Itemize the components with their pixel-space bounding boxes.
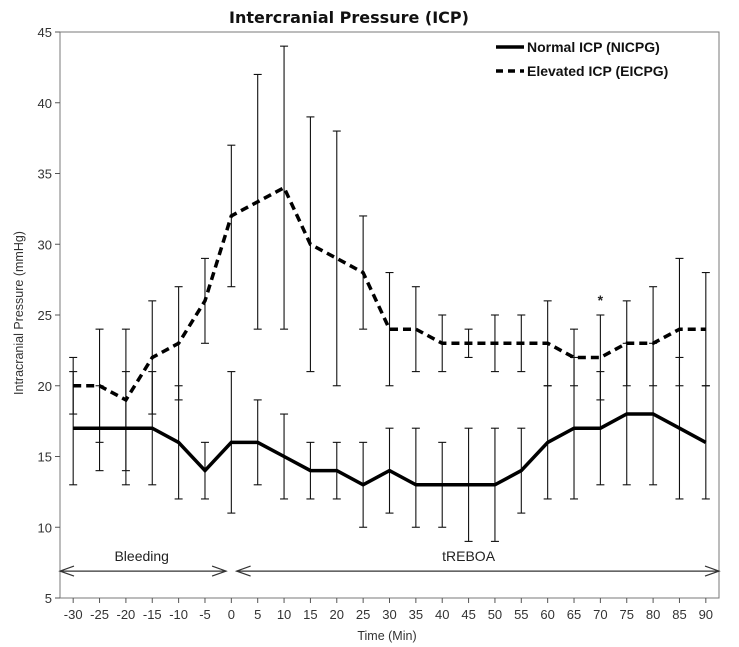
- phase-arrow-head-right: [704, 565, 721, 577]
- x-tick-label: 5: [254, 607, 261, 622]
- phase-arrow-head-left: [234, 565, 251, 577]
- legend-label-elevated: Elevated ICP (EICPG): [527, 63, 668, 79]
- legend: Normal ICP (NICPG) Elevated ICP (EICPG): [496, 39, 668, 79]
- phase-arrow-head-left: [58, 565, 75, 577]
- legend-label-normal: Normal ICP (NICPG): [527, 39, 660, 55]
- y-tick-label: 25: [38, 308, 52, 323]
- error-bar-elevated: [596, 314, 605, 401]
- x-tick-label: 30: [382, 607, 396, 622]
- x-tick-label: 75: [620, 607, 634, 622]
- x-tick-label: 0: [228, 607, 235, 622]
- x-tick-label: 20: [330, 607, 344, 622]
- y-tick-label: 45: [38, 25, 52, 40]
- error-bar-elevated: [570, 328, 579, 387]
- phase-annotations: Bleeding tREBOA: [58, 548, 721, 577]
- series-lines: [73, 185, 707, 487]
- x-tick-label: 15: [303, 607, 317, 622]
- significance-annotations: *: [598, 292, 604, 308]
- x-tick-label: 10: [277, 607, 291, 622]
- x-tick-label: 55: [514, 607, 528, 622]
- x-tick-label: 25: [356, 607, 370, 622]
- phase-arrow-head-right: [211, 565, 228, 577]
- error-bar-elevated: [675, 257, 684, 387]
- error-bar-elevated: [649, 286, 658, 387]
- x-axis: -30 -25 -20 -15 -10 -5 0 5 10 15 20 25 30 35 40 45 50 55 6…: [64, 598, 713, 622]
- error-bar-elevated: [280, 45, 289, 330]
- chart-title: Intercranial Pressure (ICP): [229, 8, 469, 27]
- y-tick-label: 30: [38, 237, 52, 252]
- y-tick-label: 10: [38, 520, 52, 535]
- x-tick-label: 45: [461, 607, 475, 622]
- x-tick-label: -20: [117, 607, 136, 622]
- x-tick-label: 35: [409, 607, 423, 622]
- error-bar-elevated: [69, 356, 78, 415]
- phase-label: tREBOA: [442, 548, 496, 564]
- error-bar-elevated: [385, 271, 394, 387]
- x-tick-label: 85: [672, 607, 686, 622]
- y-tick-label: 5: [45, 591, 52, 606]
- phase-arrow-1: [234, 565, 721, 577]
- x-axis-label: Time (Min): [357, 629, 416, 643]
- x-tick-label: 70: [593, 607, 607, 622]
- error-bar-normal: [411, 427, 420, 528]
- x-tick-label: -30: [64, 607, 83, 622]
- x-tick-label: -5: [199, 607, 211, 622]
- x-tick-label: -15: [143, 607, 162, 622]
- phase-arrow-0: [58, 565, 228, 577]
- x-tick-label: -10: [169, 607, 188, 622]
- x-tick-label: -25: [90, 607, 109, 622]
- y-axis: 5 10 15 20 25 30 35 40 45: [38, 25, 60, 606]
- x-tick-label: 50: [488, 607, 502, 622]
- phase-label: Bleeding: [114, 548, 169, 564]
- error-bar-elevated: [332, 130, 341, 387]
- x-tick-label: 65: [567, 607, 581, 622]
- y-tick-label: 15: [38, 450, 52, 465]
- x-tick-label: 90: [699, 607, 713, 622]
- x-tick-label: 40: [435, 607, 449, 622]
- y-tick-label: 20: [38, 379, 52, 394]
- y-tick-label: 35: [38, 167, 52, 182]
- series-line-elevated-icp: [73, 185, 706, 403]
- significance-marker: *: [598, 292, 604, 308]
- x-tick-label: 60: [540, 607, 554, 622]
- series-line-normal-icp: [73, 412, 707, 487]
- error-bar-elevated: [701, 271, 710, 387]
- y-axis-label: Intracranial Pressure (mmHg): [12, 231, 26, 395]
- error-bar-elevated: [411, 286, 420, 373]
- y-tick-label: 40: [38, 96, 52, 111]
- x-tick-label: 80: [646, 607, 660, 622]
